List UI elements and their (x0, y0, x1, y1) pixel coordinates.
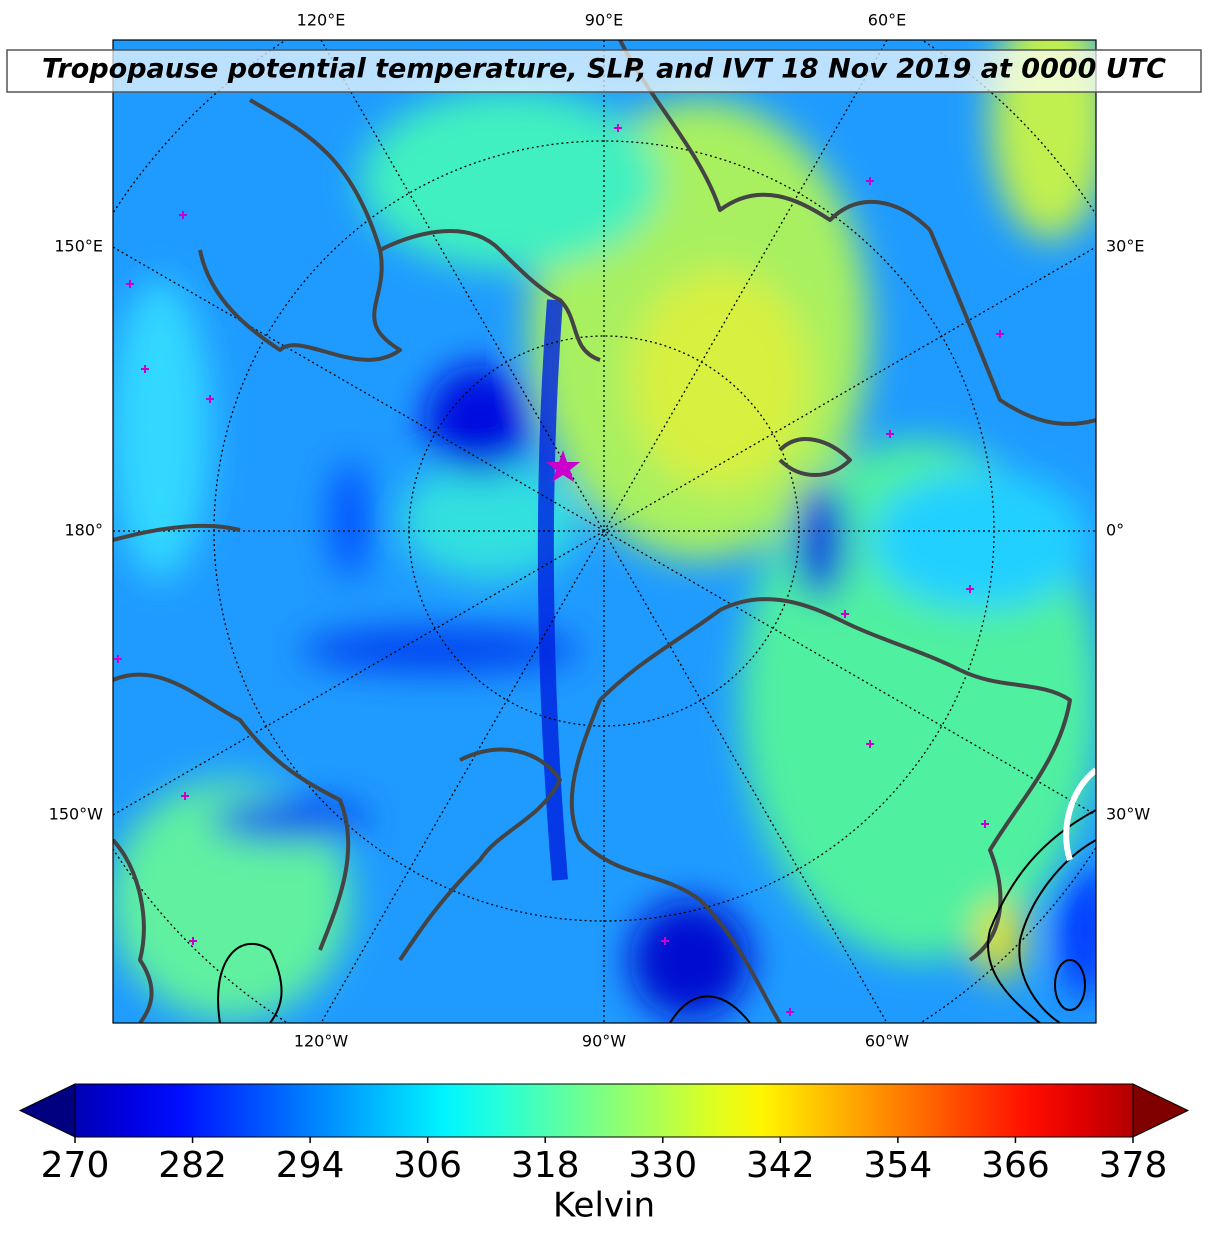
lon-label: 150°E (54, 237, 103, 256)
lon-label: 90°W (582, 1032, 626, 1051)
station-markers (114, 124, 1004, 1016)
title-box (6, 49, 1202, 93)
lon-label: 120°W (294, 1032, 349, 1051)
star-marker (546, 450, 580, 482)
graticule (113, 40, 1096, 1023)
title: Tropopause potential temperature, SLP, a… (42, 54, 1166, 85)
map-field (113, 40, 1096, 1023)
colorbar-label: Kelvin (553, 1186, 655, 1226)
colorbar: 270 282 294 306 318 330 342 354 366 378 (18, 1083, 1190, 1186)
lon-label: 120°E (297, 11, 346, 30)
lon-label: 180° (64, 521, 103, 540)
colorbar-tick-label: 306 (393, 1145, 462, 1186)
colorbar-extend-low (18, 1083, 76, 1138)
colorbar-tick-label: 366 (981, 1145, 1050, 1186)
slp-contours (217, 767, 1096, 1023)
colorbar-extend-high (1132, 1083, 1190, 1138)
colorbar-tick-label: 342 (746, 1145, 815, 1186)
map-frame (112, 39, 1097, 1024)
coastlines (113, 40, 1096, 1023)
colorbar-scale (74, 1083, 1134, 1138)
colorbar-tick-label: 270 (41, 1145, 110, 1186)
lon-label: 30°E (1106, 237, 1144, 256)
colorbar-tick-label: 282 (158, 1145, 227, 1186)
colorbar-tick-label: 294 (276, 1145, 345, 1186)
lon-label: 60°E (868, 11, 906, 30)
lon-label: 60°W (865, 1032, 909, 1051)
lon-label: 0° (1106, 521, 1124, 540)
colorbar-tick-label: 378 (1099, 1145, 1168, 1186)
lon-label: 90°E (585, 11, 623, 30)
colorbar-tick-label: 330 (628, 1145, 697, 1186)
colorbar-tick-label: 318 (511, 1145, 580, 1186)
colorbar-tick-label: 354 (864, 1145, 933, 1186)
lon-label: 150°W (49, 805, 104, 824)
lon-label: 30°W (1106, 805, 1150, 824)
